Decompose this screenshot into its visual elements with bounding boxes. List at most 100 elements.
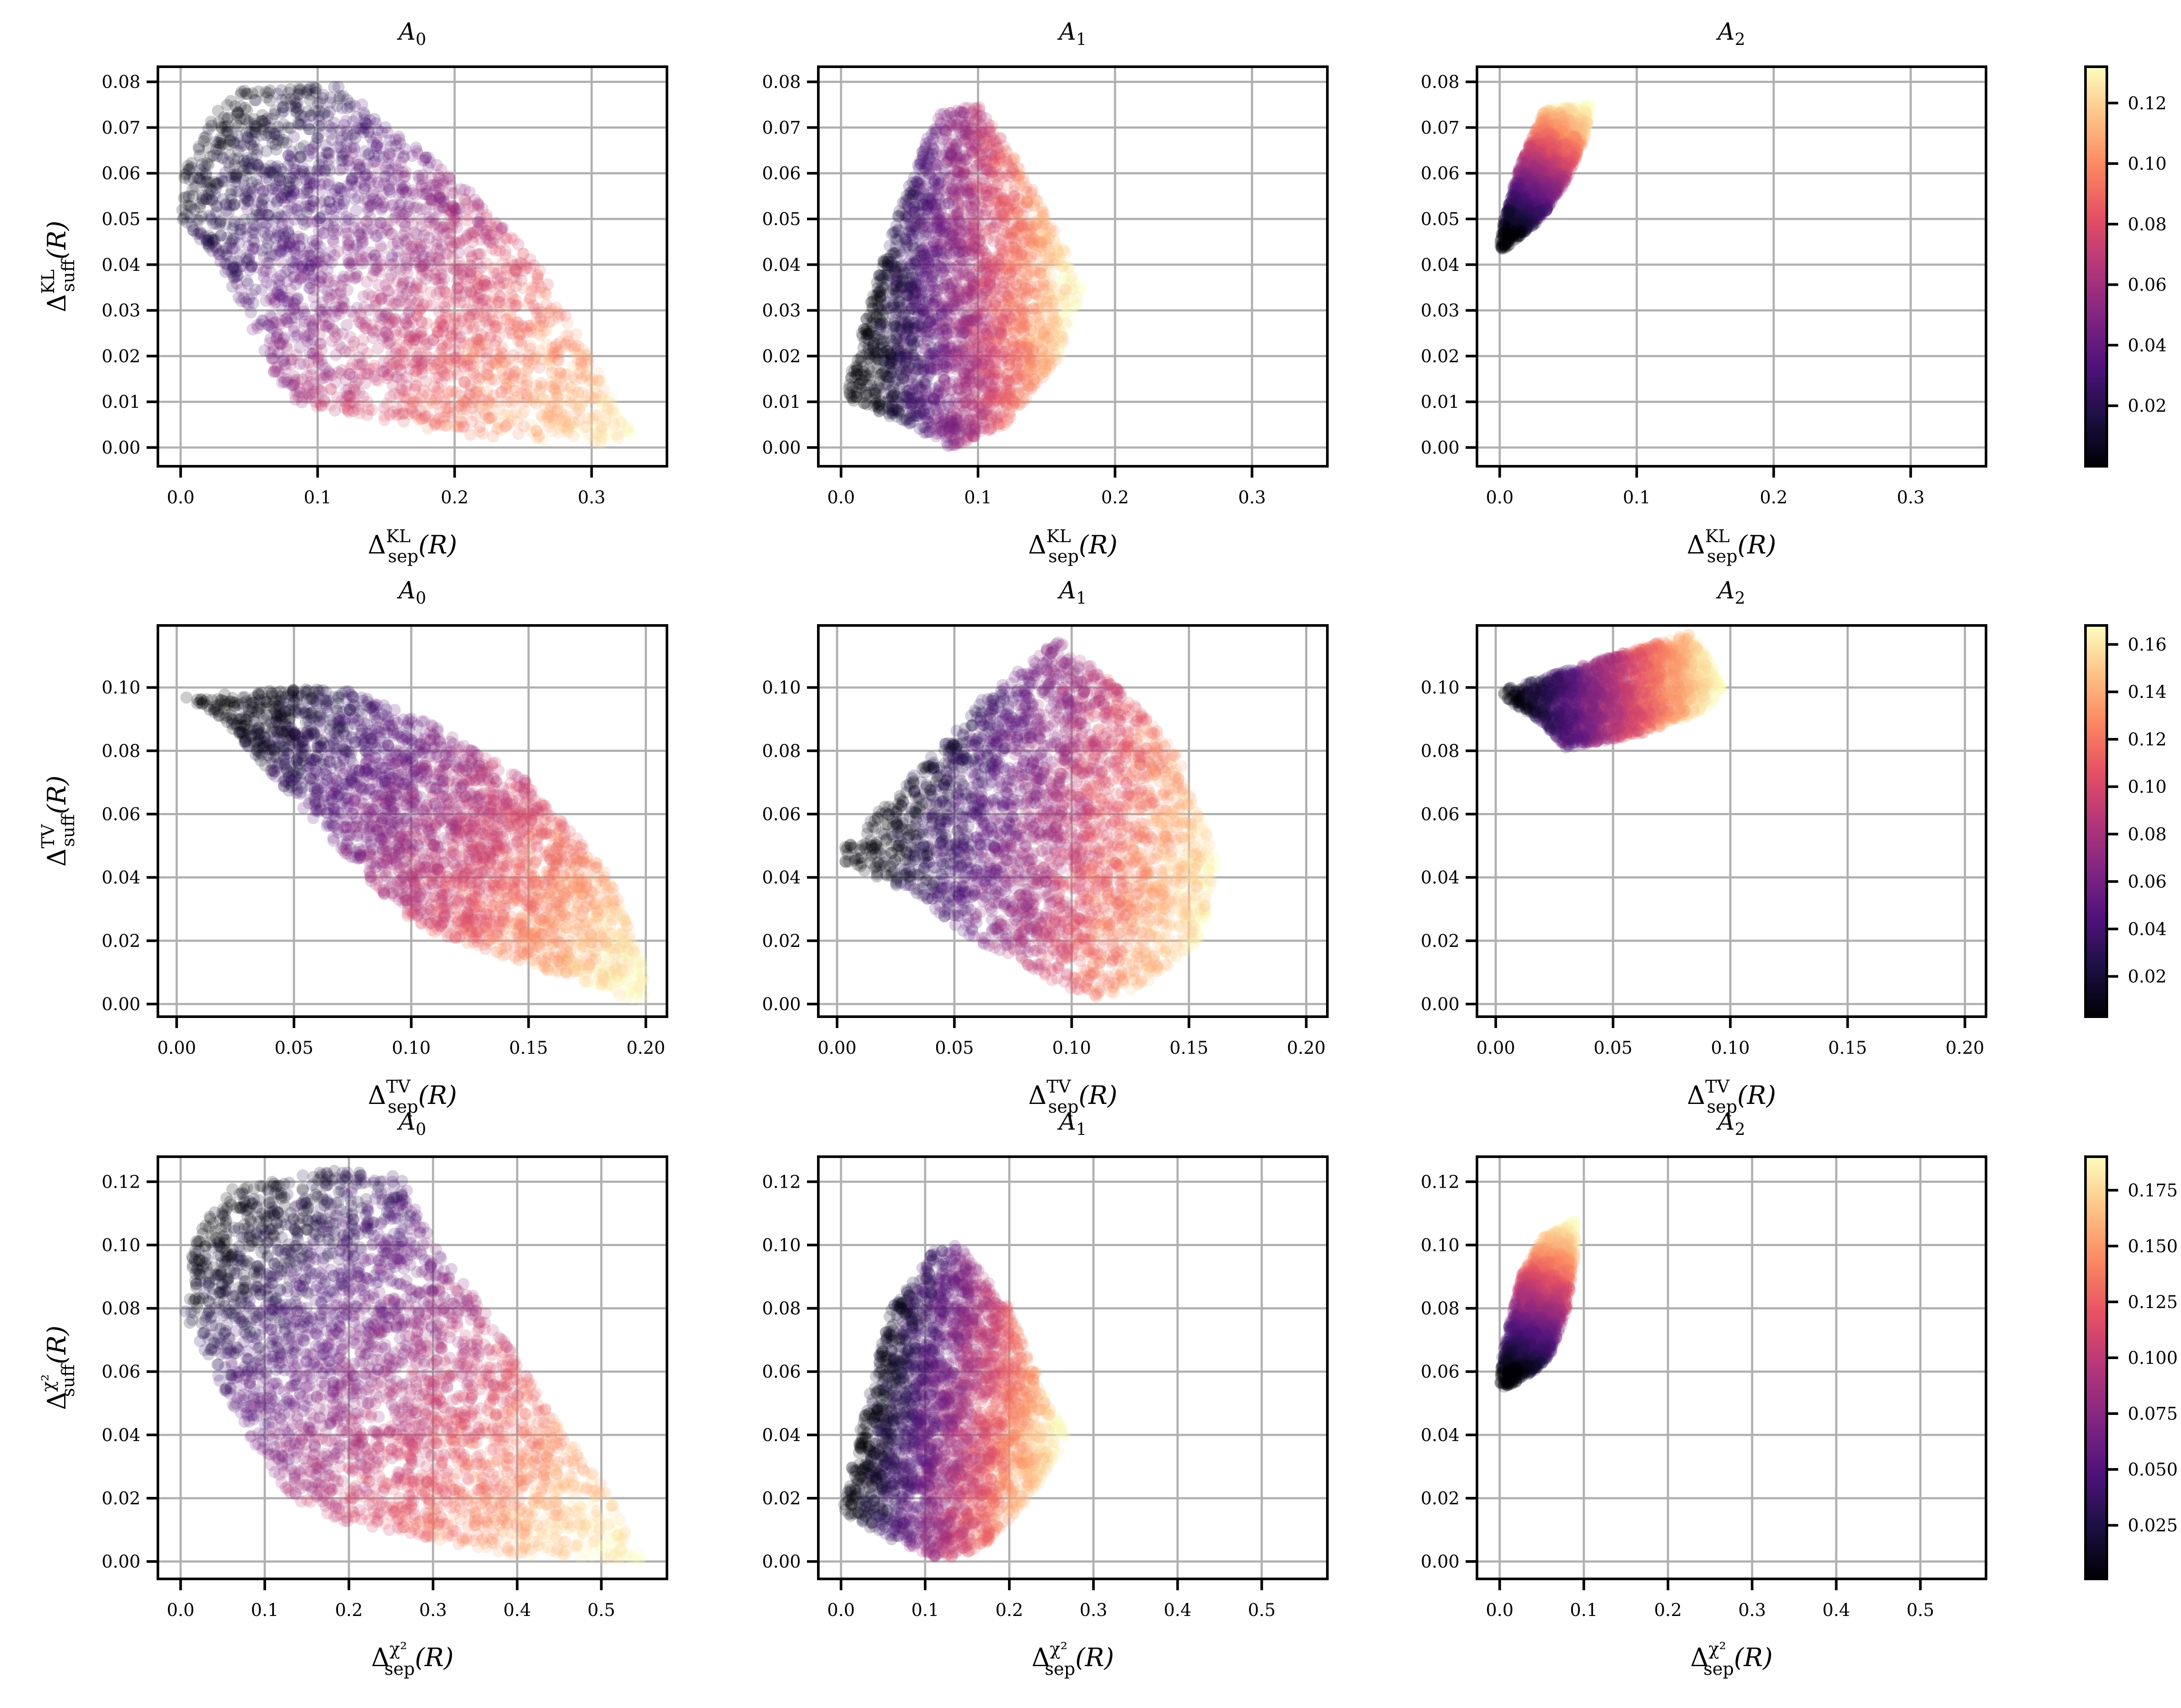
scatter-point [341,319,353,331]
scatter-point [459,336,472,349]
scatter-point [471,307,483,320]
scatter-point [449,420,461,433]
scatter-point [1058,283,1071,296]
scatter-point [543,408,556,421]
scatter-point [512,335,525,347]
scatter-point [258,271,270,284]
scatter-point [527,395,540,407]
scatter-point [351,270,364,283]
scatter-point [397,347,410,360]
scatter-point [524,425,537,438]
scatter-point [497,369,509,381]
scatter-point [552,354,564,367]
scatter-point [510,280,523,293]
scatter-point [441,387,454,400]
scatter-point [575,355,588,368]
scatter-point [485,305,498,318]
scatter-point [473,319,485,332]
scatter-point [472,216,485,229]
scatter-point [480,279,492,291]
scatter-point [558,408,571,421]
scatter-point [554,366,566,379]
scatter-point [458,420,471,433]
scatter-point [466,304,479,317]
scatter-point [490,358,503,371]
scatter-point [383,311,396,324]
scatter-point [431,326,444,338]
scatter-point [393,359,406,372]
scatter-point [920,137,932,150]
scatter-point [434,315,447,328]
scatter-point [390,329,403,342]
scatter-point [343,390,356,403]
scatter-point [444,353,456,366]
scatter-point [434,317,446,329]
scatter-point [533,385,546,397]
scatter-point [524,253,537,266]
scatter-point [470,332,483,345]
scatter-point [510,299,523,312]
scatter-point [482,412,495,424]
scatter-point [599,396,612,408]
scatter-point [462,387,475,400]
scatter-point [297,358,310,370]
scatter-point [492,296,505,308]
scatter-point [532,302,545,315]
scatter-point [294,150,306,163]
scatter-point [460,396,473,409]
scatter-point [546,381,559,393]
scatter-point [296,396,308,409]
scatter-point [483,397,496,410]
scatter-point [519,259,531,271]
scatter-point [476,427,489,440]
scatter-point [256,314,268,327]
scatter-point [506,360,519,372]
scatter-point [386,366,398,378]
scatter-point [927,270,940,283]
scatter-point [294,341,306,354]
scatter-point [270,196,283,208]
scatter-point [558,340,571,352]
scatter-point [404,393,417,406]
scatter-point [291,329,304,342]
scatter-point [558,369,571,381]
scatter-point [455,400,468,412]
scatter-point [378,201,390,213]
scatter-point [562,329,575,342]
scatter-point [460,232,473,245]
scatter-point [452,420,465,432]
scatter-point [501,233,513,246]
scatter-point [500,269,513,282]
scatter-point [949,109,961,122]
scatter-point [451,355,464,368]
scatter-point [441,358,454,371]
scatter-point [483,295,495,307]
scatter-point [342,406,355,418]
scatter-point [318,393,330,406]
scatter-point [595,435,608,448]
scatter-point [375,227,387,240]
scatter-point [450,310,462,322]
scatter-point [412,289,425,302]
scatter-point [589,409,602,422]
scatter-point [524,262,537,275]
scatter-point [454,296,467,309]
scatter-points [843,101,1087,452]
scatter-point [552,396,565,409]
scatter-point [574,348,586,361]
scatter-point [466,351,479,364]
scatter-point [595,394,608,407]
scatter-point [506,376,519,388]
scatter-point [554,336,567,348]
scatter-point [463,311,475,323]
scatter-point [429,417,441,429]
scatter-point [314,396,326,409]
scatter-point [465,359,477,371]
scatter-point [431,330,443,342]
scatter-point [567,371,580,383]
scatter-point [413,304,426,316]
y-tick-label: 0.01 [102,392,140,412]
scatter-point [499,382,512,395]
scatter-point [470,342,482,355]
scatter-point [514,256,527,269]
